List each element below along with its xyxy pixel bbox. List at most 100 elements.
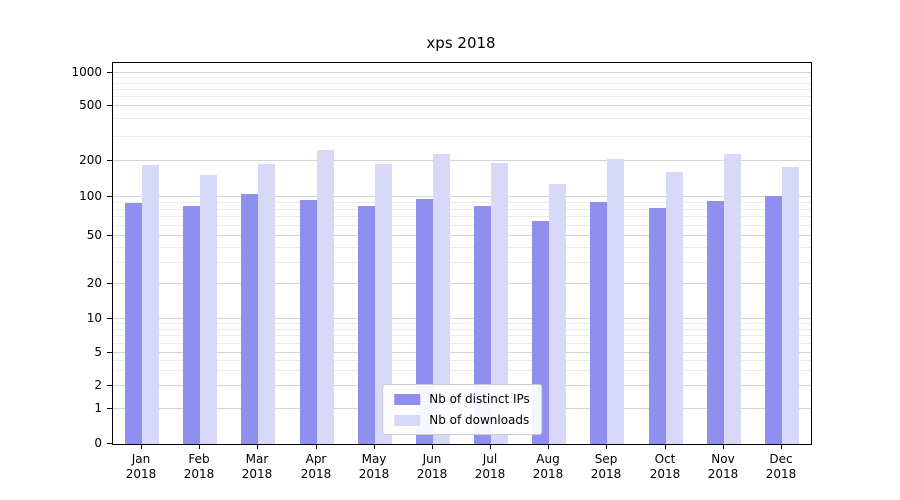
y-tick-mark <box>107 385 112 386</box>
x-tick-year: 2018 <box>649 467 681 481</box>
x-tick-mark <box>665 444 666 449</box>
x-tick-mark <box>374 444 375 449</box>
bar-downloads <box>607 159 624 444</box>
y-tick-label: 2 <box>94 378 102 392</box>
x-tick-year: 2018 <box>474 467 506 481</box>
y-tick-mark <box>107 352 112 353</box>
y-tick-mark <box>107 408 112 409</box>
major-gridline <box>113 352 811 353</box>
y-tick-mark <box>107 72 112 73</box>
x-tick-year: 2018 <box>765 467 797 481</box>
major-gridline <box>113 196 811 197</box>
chart-title: xps 2018 <box>426 34 496 52</box>
minor-gridline <box>113 209 811 210</box>
x-tick-year: 2018 <box>590 467 622 481</box>
legend-entry-downloads: Nb of downloads <box>394 413 530 427</box>
minor-gridline <box>113 77 811 78</box>
y-tick-label: 100 <box>79 189 102 203</box>
y-tick-mark <box>107 318 112 319</box>
x-tick-label: Aug 2018 <box>518 452 578 482</box>
minor-gridline <box>113 262 811 263</box>
y-tick-mark <box>107 283 112 284</box>
x-tick-month: Sep <box>594 452 618 466</box>
minor-gridline <box>113 202 811 203</box>
minor-gridline <box>113 136 811 137</box>
minor-gridline <box>113 247 811 248</box>
x-tick-year: 2018 <box>707 467 739 481</box>
x-tick-mark <box>432 444 433 449</box>
x-tick-mark <box>548 444 549 449</box>
x-tick-label: Apr 2018 <box>286 452 346 482</box>
major-gridline <box>113 160 811 161</box>
minor-gridline <box>113 343 811 344</box>
major-gridline <box>113 283 811 284</box>
legend-label-distinct-ips: Nb of distinct IPs <box>429 392 530 406</box>
major-gridline <box>113 318 811 319</box>
major-gridline <box>113 72 811 73</box>
bar-distinct-ips <box>707 201 724 444</box>
y-tick-label: 10 <box>86 311 102 325</box>
x-tick-year: 2018 <box>241 467 273 481</box>
x-tick-mark <box>257 444 258 449</box>
y-tick-mark <box>107 235 112 236</box>
x-tick-month: Oct <box>654 452 676 466</box>
x-tick-month: Feb <box>188 452 210 466</box>
x-tick-label: Jan 2018 <box>111 452 171 482</box>
x-tick-mark <box>141 444 142 449</box>
x-tick-month: Aug <box>536 452 560 466</box>
y-tick-mark <box>107 160 112 161</box>
minor-gridline <box>113 370 811 371</box>
bar-distinct-ips <box>765 196 782 444</box>
x-tick-mark <box>199 444 200 449</box>
x-tick-mark <box>316 444 317 449</box>
y-tick-label: 20 <box>86 276 102 290</box>
major-gridline <box>113 105 811 106</box>
minor-gridline <box>113 225 811 226</box>
bar-distinct-ips <box>125 203 142 444</box>
bar-distinct-ips <box>590 202 607 444</box>
minor-gridline <box>113 329 811 330</box>
x-tick-year: 2018 <box>125 467 157 481</box>
x-tick-label: Mar 2018 <box>227 452 287 482</box>
x-tick-label: Jun 2018 <box>402 452 462 482</box>
minor-gridline <box>113 89 811 90</box>
x-tick-month: Mar <box>245 452 269 466</box>
x-tick-label: Oct 2018 <box>635 452 695 482</box>
minor-gridline <box>113 118 811 119</box>
bar-downloads <box>549 184 566 444</box>
bar-downloads <box>782 167 799 444</box>
x-tick-label: Dec 2018 <box>751 452 811 482</box>
legend-swatch-downloads <box>394 414 421 426</box>
x-tick-month: Jun <box>422 452 442 466</box>
bar-distinct-ips <box>649 208 666 444</box>
y-tick-mark <box>107 443 112 444</box>
legend-entry-distinct-ips: Nb of distinct IPs <box>394 392 530 406</box>
x-tick-mark <box>606 444 607 449</box>
x-tick-mark <box>490 444 491 449</box>
bar-distinct-ips <box>183 206 200 444</box>
minor-gridline <box>113 335 811 336</box>
bar-downloads <box>724 154 741 444</box>
bar-distinct-ips <box>358 206 375 444</box>
minor-gridline <box>113 96 811 97</box>
x-tick-year: 2018 <box>300 467 332 481</box>
x-tick-label: May 2018 <box>344 452 404 482</box>
y-tick-label: 500 <box>79 98 102 112</box>
y-tick-label: 1000 <box>71 65 102 79</box>
x-tick-year: 2018 <box>416 467 448 481</box>
bar-downloads <box>375 164 392 444</box>
x-tick-month: Jan <box>131 452 151 466</box>
x-tick-label: Sep 2018 <box>576 452 636 482</box>
minor-gridline <box>113 83 811 84</box>
bar-distinct-ips <box>300 200 317 444</box>
bar-downloads <box>317 150 334 444</box>
y-tick-mark <box>107 105 112 106</box>
x-tick-year: 2018 <box>183 467 215 481</box>
x-tick-month: Dec <box>769 452 793 466</box>
minor-gridline <box>113 323 811 324</box>
major-gridline <box>113 235 811 236</box>
bar-downloads <box>142 165 159 444</box>
plot-area: Nb of distinct IPs Nb of downloads <box>112 62 812 445</box>
legend: Nb of distinct IPs Nb of downloads <box>382 384 542 435</box>
